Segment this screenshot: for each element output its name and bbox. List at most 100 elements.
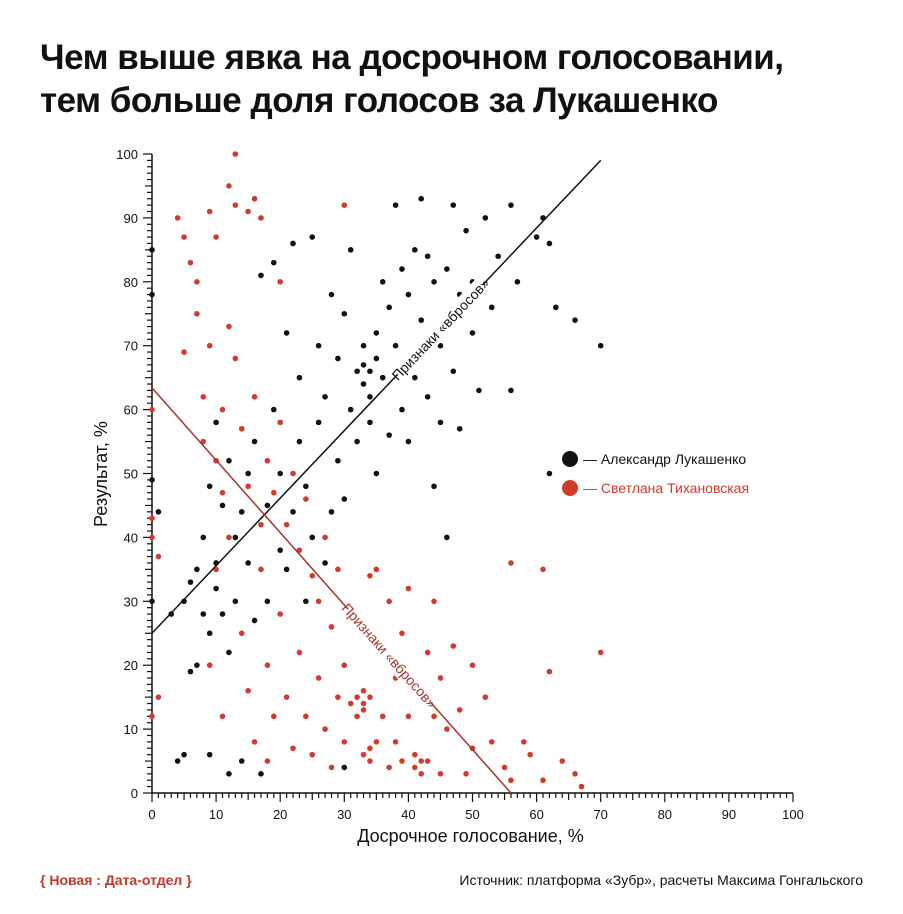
data-point (597, 342, 604, 349)
data-point (155, 694, 162, 700)
data-point (283, 566, 290, 573)
data-point (283, 521, 290, 528)
data-point (424, 394, 431, 400)
data-point (367, 394, 373, 400)
data-point (322, 726, 328, 732)
data-point (258, 521, 264, 528)
data-point (335, 457, 341, 464)
data-point (418, 771, 425, 777)
y-axis-title: Результат, % (91, 421, 111, 527)
data-point (360, 700, 367, 707)
data-point (379, 279, 386, 285)
data-point (187, 668, 194, 675)
data-point (303, 598, 309, 605)
data-point (206, 662, 213, 668)
data-point (476, 387, 482, 394)
data-point (463, 227, 469, 234)
y-tick-label: 50 (124, 467, 138, 482)
y-tick-label: 30 (124, 594, 138, 609)
source-note: Источник: платформа «Зубр», расчеты Макс… (459, 872, 863, 888)
data-point (277, 419, 284, 426)
data-point (367, 368, 373, 375)
data-point (283, 330, 290, 336)
data-point (296, 649, 303, 656)
data-point (181, 751, 187, 758)
data-point (315, 598, 322, 605)
data-point (405, 713, 412, 720)
data-point (540, 777, 546, 784)
data-point (290, 240, 296, 247)
data-point (418, 317, 425, 323)
x-tick-label: 50 (465, 807, 479, 822)
data-point (373, 470, 380, 477)
data-point (508, 387, 514, 394)
data-point (347, 700, 354, 707)
trend-annotation: Признаки «вбросов» (388, 275, 492, 384)
data-point (405, 291, 412, 298)
data-point (328, 624, 335, 630)
data-point (450, 202, 457, 208)
data-point (520, 739, 527, 745)
data-point (322, 560, 328, 566)
data-point (341, 764, 348, 771)
data-point (328, 764, 335, 771)
data-point (270, 489, 277, 496)
y-tick-label: 100 (116, 147, 138, 162)
data-point (341, 496, 348, 502)
data-point (219, 713, 226, 720)
data-point (264, 598, 271, 605)
data-point (514, 279, 521, 285)
data-point (309, 534, 316, 541)
data-point (264, 457, 271, 464)
data-point (149, 598, 155, 605)
data-point (181, 349, 187, 355)
data-point (270, 713, 277, 720)
data-point (386, 304, 392, 311)
data-point (501, 764, 508, 771)
data-point (245, 560, 251, 566)
data-point (187, 579, 194, 585)
data-point (200, 534, 207, 541)
data-point (290, 470, 296, 477)
legend-label: — Светлана Тихановская (583, 480, 749, 496)
data-point (335, 355, 341, 362)
data-point (232, 598, 239, 605)
data-point (309, 751, 316, 758)
data-point (412, 751, 418, 758)
title-line-2: тем больше доля голосов за Лукашенко (40, 81, 718, 120)
data-point (315, 342, 322, 349)
data-point (206, 483, 213, 490)
data-point (354, 438, 360, 445)
data-point (444, 266, 450, 272)
data-point (354, 694, 360, 700)
data-point (399, 630, 405, 637)
data-point (315, 675, 322, 681)
data-point (335, 566, 341, 573)
data-point (251, 438, 258, 445)
data-point (469, 745, 476, 752)
data-point (226, 649, 232, 656)
data-point (258, 272, 264, 279)
data-point (251, 617, 258, 624)
data-point (424, 758, 431, 764)
data-point (277, 547, 284, 553)
data-point (258, 771, 264, 777)
data-point (309, 234, 316, 240)
data-point (412, 374, 418, 381)
data-point (219, 406, 226, 413)
data-point (341, 662, 348, 668)
data-point (283, 694, 290, 700)
data-point (270, 259, 277, 266)
x-tick-label: 70 (593, 807, 607, 822)
y-tick-label: 10 (124, 722, 138, 737)
data-point (335, 694, 341, 700)
data-point (155, 553, 162, 560)
data-point (149, 515, 155, 522)
data-point (174, 758, 181, 764)
data-point (431, 713, 437, 720)
x-tick-label: 0 (148, 807, 155, 822)
data-point (245, 208, 251, 215)
trend-label: Признаки «вбросов» (388, 275, 492, 384)
data-point (354, 368, 360, 375)
data-point (303, 496, 309, 502)
